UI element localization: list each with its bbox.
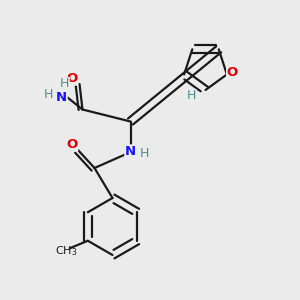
Text: N: N (56, 91, 67, 104)
Text: N: N (125, 145, 136, 158)
Text: O: O (66, 72, 78, 85)
Text: H: H (60, 77, 69, 91)
Text: O: O (227, 67, 238, 80)
Text: H: H (186, 89, 196, 102)
Text: H: H (43, 88, 53, 101)
Text: O: O (66, 138, 78, 151)
Text: CH$_3$: CH$_3$ (55, 244, 77, 257)
Text: H: H (140, 147, 150, 161)
